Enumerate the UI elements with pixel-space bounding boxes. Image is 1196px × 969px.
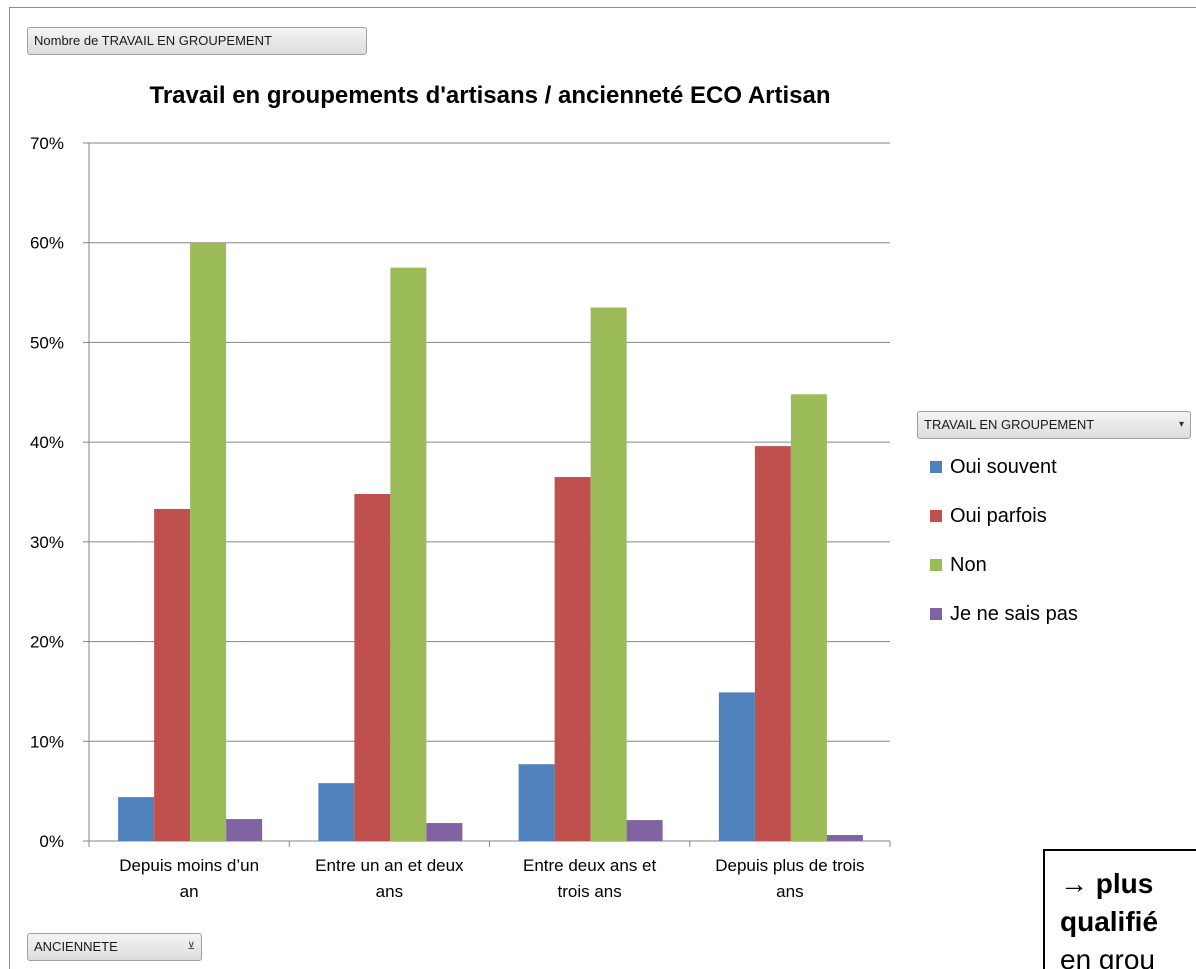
dropdown-arrow-icon: ▾: [1178, 419, 1184, 430]
bar: [790, 394, 827, 841]
legend-swatch: [930, 510, 942, 522]
legend-label: Oui souvent: [950, 456, 1057, 478]
bar: [518, 764, 555, 841]
bar: [154, 508, 191, 841]
x-tick-label: an: [180, 882, 199, 901]
legend-swatch: [930, 461, 942, 473]
legend-swatch: [930, 559, 942, 571]
value-field-label: Nombre de TRAVAIL EN GROUPEMENT: [34, 33, 272, 48]
bar: [718, 692, 755, 841]
y-tick-label: 70%: [30, 134, 64, 153]
x-tick-label: ans: [776, 882, 803, 901]
legend-label: Oui parfois: [950, 505, 1047, 527]
y-tick-label: 60%: [30, 234, 64, 253]
x-tick-label: trois ans: [558, 882, 622, 901]
bar: [354, 493, 391, 841]
y-tick-label: 0%: [39, 832, 64, 851]
y-tick-label: 20%: [30, 633, 64, 652]
bar: [190, 242, 227, 841]
bar: [826, 835, 863, 841]
legend-label: Non: [950, 554, 987, 576]
callout-box: → plus qualifié en grou: [1043, 849, 1196, 969]
callout-line-2: qualifié: [1060, 906, 1159, 937]
y-tick-label: 10%: [30, 732, 64, 751]
y-tick-label: 40%: [30, 433, 64, 452]
axis-field-label: ANCIENNETE: [34, 939, 118, 954]
value-field-button[interactable]: Nombre de TRAVAIL EN GROUPEMENT: [27, 27, 367, 55]
y-tick-label: 30%: [30, 533, 64, 552]
bar: [754, 446, 791, 841]
callout-line-1: → plus: [1060, 868, 1154, 899]
x-tick-label: ans: [376, 882, 403, 901]
bar: [390, 267, 427, 842]
bar: [426, 823, 463, 841]
x-tick-label: Depuis plus de trois: [715, 856, 864, 875]
bar: [118, 797, 155, 841]
x-tick-label: Entre deux ans et: [523, 856, 657, 875]
legend-field-label: TRAVAIL EN GROUPEMENT: [924, 417, 1095, 432]
legend-swatch: [930, 608, 942, 620]
bar: [554, 477, 591, 841]
legend-field-button[interactable]: TRAVAIL EN GROUPEMENT ▾: [917, 411, 1191, 439]
legend-label: Je ne sais pas: [950, 603, 1078, 625]
bar: [626, 820, 663, 841]
bar: [318, 783, 355, 841]
x-tick-label: Entre un an et deux: [315, 856, 464, 875]
bar: [590, 307, 627, 841]
x-tick-label: Depuis moins d’un: [119, 856, 259, 875]
chart-title: Travail en groupements d'artisans / anci…: [149, 82, 831, 109]
callout-line-3: en grou: [1060, 944, 1155, 969]
filter-icon: ⊻: [187, 941, 195, 952]
bar: [226, 819, 263, 841]
axis-field-button[interactable]: ANCIENNETE ⊻: [27, 933, 202, 961]
y-tick-label: 50%: [30, 333, 64, 352]
chart-frame: [9, 7, 1196, 969]
